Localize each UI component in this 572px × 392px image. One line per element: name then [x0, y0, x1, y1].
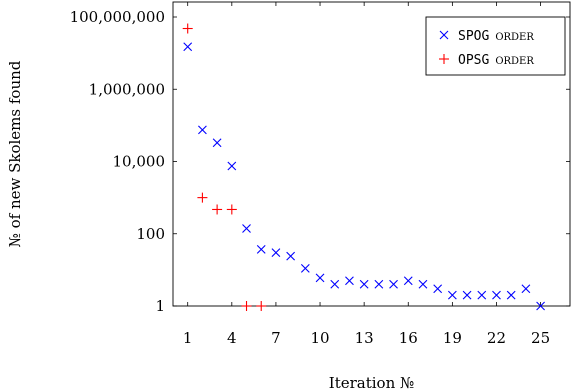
- data-point: [403, 276, 413, 286]
- data-point: [182, 23, 193, 34]
- legend-label: OPSG order: [458, 52, 534, 68]
- data-point: [271, 248, 281, 258]
- data-point: [226, 204, 237, 215]
- x-tick-label: 16: [399, 329, 418, 347]
- legend-label-suffix: order: [495, 52, 534, 68]
- y-tick-label: 10,000: [113, 153, 166, 171]
- data-point: [198, 125, 207, 135]
- data-point: [315, 273, 325, 283]
- data-point: [256, 301, 267, 311]
- data-point: [197, 192, 208, 203]
- series-opsg: [182, 23, 267, 311]
- data-point: [506, 290, 516, 300]
- x-tick-label: 1: [183, 329, 193, 347]
- x-tick-label: 7: [271, 329, 281, 347]
- plot-frame: [172, 1, 571, 307]
- data-point: [433, 284, 443, 294]
- data-point: [447, 290, 457, 300]
- x-tick-label: 22: [487, 329, 506, 347]
- legend-box: [425, 16, 566, 76]
- data-point: [359, 279, 369, 289]
- data-marks: [182, 23, 545, 311]
- data-point: [418, 279, 428, 289]
- data-point: [492, 290, 501, 300]
- y-axis-label: № of new Skolems found: [6, 60, 24, 247]
- data-point: [536, 301, 545, 311]
- x-tick-label: 25: [531, 329, 550, 347]
- legend-label-code: SPOG: [458, 29, 489, 44]
- x-tick-label: 13: [355, 329, 374, 347]
- data-point: [212, 204, 223, 215]
- data-point: [389, 279, 398, 289]
- data-point: [300, 263, 310, 273]
- y-tick-label: 1: [155, 297, 165, 315]
- data-point: [242, 224, 251, 233]
- legend-item-spog: SPOG order: [439, 28, 534, 44]
- y-tick-label: 100,000,000: [70, 8, 165, 26]
- data-point: [477, 290, 487, 300]
- data-point: [241, 301, 252, 311]
- data-point: [345, 276, 354, 286]
- data-point: [183, 42, 193, 52]
- legend-label-code: OPSG: [458, 53, 489, 68]
- x-tick-label: 10: [310, 329, 329, 347]
- data-point: [212, 138, 222, 148]
- series-spog: [183, 42, 545, 311]
- y-tick-label: 1,000,000: [89, 80, 165, 98]
- data-point: [286, 251, 296, 261]
- legend-marker: [439, 54, 449, 64]
- data-point: [462, 290, 472, 300]
- x-tick-label: 4: [227, 329, 237, 347]
- data-point: [256, 244, 266, 254]
- data-point: [521, 284, 531, 294]
- legend-label: SPOG order: [458, 28, 534, 44]
- x-tick-label: 19: [443, 329, 462, 347]
- data-point: [227, 161, 237, 171]
- data-point: [374, 279, 384, 289]
- x-tick-labels: 1 4 7 10 13 16 19 22 25: [183, 329, 550, 347]
- legend-label-suffix: order: [495, 28, 534, 44]
- y-tick-labels: 1 100 10,000 1,000,000 100,000,000: [70, 8, 165, 315]
- legend-item-opsg: OPSG order: [439, 52, 534, 68]
- legend-marker: [439, 30, 449, 40]
- data-point: [330, 279, 340, 289]
- legend: SPOG order OPSG order: [425, 16, 566, 76]
- x-axis-label: Iteration №: [329, 374, 414, 392]
- y-tick-label: 100: [136, 225, 165, 243]
